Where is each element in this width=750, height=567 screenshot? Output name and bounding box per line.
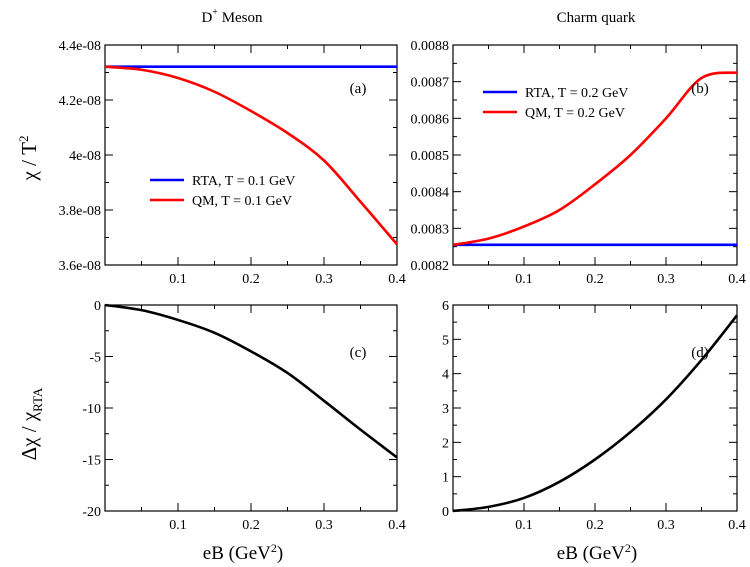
panel-b: 0.1 0.2 0.3 0.4 0.0082 0.0083 0.0084 0.0085 0.00… [411,39,746,287]
y-tick-label-a: 3.6e-08 [59,259,101,274]
x-tick-label-c: 0.1 [169,518,187,533]
y-tick-label-c: -10 [82,402,101,417]
series-line-a-1 [104,65,398,246]
series-line-b-1 [452,71,738,247]
x-tick-label-c: 0.4 [388,518,406,533]
x-tick-label-d: 0.2 [586,518,604,533]
legend-label-b-1: QM, T = 0.2 GeV [525,106,625,121]
y-tick-label-d: 5 [442,333,449,348]
legend-label-b-0: RTA, T = 0.2 GeV [525,86,628,101]
plot-frame-c [104,304,398,512]
panel-c: 0.1 0.2 0.3 0.4 -20 -15 -10 -5 0 (c) [82,299,405,533]
panel-label-d: (d) [691,345,709,361]
y-axis-label-top: χ / T2 [16,136,41,182]
legend-label-a-0: RTA, T = 0.1 GeV [192,174,295,189]
panel-label-a: (a) [350,81,367,97]
y-tick-label-b: 0.0084 [411,186,450,201]
series-line-d-0 [452,314,739,513]
panel-d: 0.1 0.2 0.3 0.4 0 1 2 3 4 5 6 (d) [442,299,746,533]
x-tick-label-a: 0.1 [169,272,187,287]
y-tick-label-d: 2 [442,436,449,451]
y-tick-label-c: -5 [89,351,101,366]
y-tick-label-b: 0.0087 [411,76,450,91]
y-tick-label-c: -20 [82,505,101,520]
col-title-charm-quark: Charm quark [557,10,636,26]
x-tick-label-b: 0.4 [728,272,746,287]
x-axis-label-right: eB (GeV2) [557,541,637,564]
series-line-c-0 [104,303,398,459]
y-tick-label-c: -15 [82,454,101,469]
y-tick-label-c: 0 [94,299,101,314]
y-tick-label-d: 1 [442,471,449,486]
x-tick-label-b: 0.3 [657,272,675,287]
y-tick-label-b: 0.0083 [411,222,450,237]
y-tick-label-a: 3.8e-08 [59,204,101,219]
y-tick-label-b: 0.0088 [411,39,450,54]
legend-label-a-1: QM, T = 0.1 GeV [192,194,292,209]
y-tick-label-d: 4 [442,368,449,383]
x-tick-label-c: 0.2 [242,518,260,533]
y-tick-label-a: 4.2e-08 [59,94,101,109]
panel-label-b: (b) [691,81,709,97]
y-axis-label-bottom: Δχ / χRTA [17,387,45,460]
x-tick-label-c: 0.3 [315,518,333,533]
col-title-d-meson: D+ Meson [201,7,263,26]
plot-frame-a [104,44,398,266]
y-tick-label-a: 4e-08 [69,149,101,164]
x-tick-label-d: 0.4 [728,518,746,533]
y-tick-label-d: 6 [442,299,449,314]
y-tick-label-d: 3 [442,402,449,417]
x-tick-label-b: 0.1 [515,272,533,287]
panel-label-c: (c) [350,345,367,361]
x-axis-label-left: eB (GeV2) [203,541,283,564]
x-tick-label-b: 0.2 [586,272,604,287]
plot-frame-d [452,304,738,512]
y-tick-label-b: 0.0086 [411,112,450,127]
y-tick-label-b: 0.0085 [411,149,450,164]
x-tick-label-d: 0.3 [657,518,675,533]
y-tick-label-a: 4.4e-08 [59,39,101,54]
y-tick-label-b: 0.0082 [411,259,450,274]
x-tick-label-d: 0.1 [515,518,533,533]
x-tick-label-a: 0.3 [315,272,333,287]
plot-frame-b [452,44,738,266]
y-tick-label-d: 0 [442,505,449,520]
panel-a: 0.1 0.2 0.3 0.4 3.6e-08 3.8e-08 4e-08 4.2e-08 4.… [59,39,406,287]
x-tick-label-a: 0.4 [388,272,406,287]
x-tick-label-a: 0.2 [242,272,260,287]
